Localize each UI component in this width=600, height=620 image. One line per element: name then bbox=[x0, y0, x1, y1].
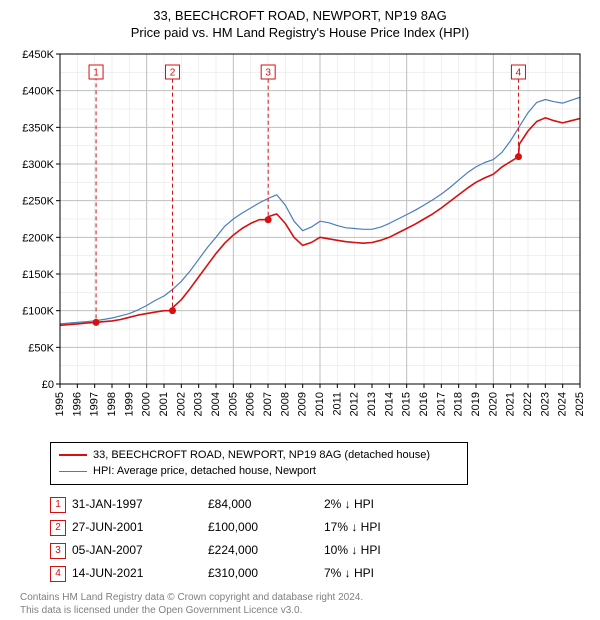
footer-line1: Contains HM Land Registry data © Crown c… bbox=[20, 591, 580, 604]
svg-text:2000: 2000 bbox=[141, 392, 153, 416]
svg-text:£350K: £350K bbox=[22, 122, 54, 134]
legend-label: 33, BEECHCROFT ROAD, NEWPORT, NP19 8AG (… bbox=[93, 447, 430, 464]
sale-price: £84,000 bbox=[208, 493, 324, 516]
sale-marker-icon: 3 bbox=[50, 543, 66, 559]
svg-text:2006: 2006 bbox=[245, 392, 257, 416]
svg-text:2005: 2005 bbox=[227, 392, 239, 416]
svg-text:1999: 1999 bbox=[123, 392, 135, 416]
svg-text:1997: 1997 bbox=[89, 392, 101, 416]
svg-text:2013: 2013 bbox=[366, 392, 378, 416]
svg-text:2025: 2025 bbox=[574, 392, 586, 416]
svg-text:2019: 2019 bbox=[470, 392, 482, 416]
sale-marker-icon: 4 bbox=[50, 566, 66, 582]
svg-text:2007: 2007 bbox=[262, 392, 274, 416]
sales-table: 1 31-JAN-1997£84,0002% ↓ HPI 2 27-JUN-2001£… bbox=[50, 493, 430, 585]
svg-text:3: 3 bbox=[265, 67, 271, 78]
svg-text:£450K: £450K bbox=[22, 49, 54, 61]
svg-text:£100K: £100K bbox=[22, 305, 54, 317]
svg-text:2022: 2022 bbox=[522, 392, 534, 416]
page-root: 33, BEECHCROFT ROAD, NEWPORT, NP19 8AG P… bbox=[0, 0, 600, 620]
chart-title: 33, BEECHCROFT ROAD, NEWPORT, NP19 8AG bbox=[10, 8, 590, 25]
svg-text:2003: 2003 bbox=[193, 392, 205, 416]
svg-text:2010: 2010 bbox=[314, 392, 326, 416]
footer-attribution: Contains HM Land Registry data © Crown c… bbox=[20, 591, 580, 617]
svg-text:2017: 2017 bbox=[435, 392, 447, 416]
svg-text:£50K: £50K bbox=[28, 342, 54, 354]
svg-text:2024: 2024 bbox=[557, 392, 569, 416]
svg-text:£300K: £300K bbox=[22, 159, 54, 171]
svg-text:1998: 1998 bbox=[106, 392, 118, 416]
legend-swatch bbox=[59, 454, 87, 456]
svg-text:2004: 2004 bbox=[210, 392, 222, 416]
table-row: 4 14-JUN-2021£310,0007% ↓ HPI bbox=[50, 562, 430, 585]
footer-line2: This data is licensed under the Open Gov… bbox=[20, 604, 580, 617]
svg-text:2009: 2009 bbox=[297, 392, 309, 416]
chart-container: 1 2 3 4 £0 £50K £100K £150K £200K £250K £300K £350K… bbox=[10, 46, 590, 436]
sale-date: 14-JUN-2021 bbox=[72, 562, 208, 585]
svg-text:2011: 2011 bbox=[331, 392, 343, 416]
svg-text:2012: 2012 bbox=[349, 392, 361, 416]
legend-label: HPI: Average price, detached house, Newp… bbox=[93, 463, 316, 480]
svg-text:2002: 2002 bbox=[175, 392, 187, 416]
table-row: 3 05-JAN-2007£224,00010% ↓ HPI bbox=[50, 539, 430, 562]
sale-hpi-diff: 17% ↓ HPI bbox=[324, 516, 430, 539]
svg-text:2020: 2020 bbox=[487, 392, 499, 416]
svg-text:£150K: £150K bbox=[22, 269, 54, 281]
svg-text:2021: 2021 bbox=[505, 392, 517, 416]
legend-swatch bbox=[59, 471, 87, 472]
svg-text:2: 2 bbox=[170, 67, 176, 78]
table-row: 1 31-JAN-1997£84,0002% ↓ HPI bbox=[50, 493, 430, 516]
legend-item: 33, BEECHCROFT ROAD, NEWPORT, NP19 8AG (… bbox=[59, 447, 459, 464]
svg-text:2016: 2016 bbox=[418, 392, 430, 416]
svg-text:2015: 2015 bbox=[401, 392, 413, 416]
svg-text:£0: £0 bbox=[42, 379, 54, 391]
sale-marker-icon: 1 bbox=[50, 497, 66, 513]
legend-item: HPI: Average price, detached house, Newp… bbox=[59, 463, 459, 480]
svg-text:1996: 1996 bbox=[71, 392, 83, 416]
svg-text:2014: 2014 bbox=[383, 392, 395, 416]
legend-box: 33, BEECHCROFT ROAD, NEWPORT, NP19 8AG (… bbox=[50, 442, 468, 485]
svg-text:1: 1 bbox=[93, 67, 99, 78]
svg-text:2008: 2008 bbox=[279, 392, 291, 416]
sale-hpi-diff: 10% ↓ HPI bbox=[324, 539, 430, 562]
sale-price: £310,000 bbox=[208, 562, 324, 585]
sale-date: 27-JUN-2001 bbox=[72, 516, 208, 539]
svg-text:2023: 2023 bbox=[539, 392, 551, 416]
svg-text:2001: 2001 bbox=[158, 392, 170, 416]
svg-text:£400K: £400K bbox=[22, 85, 54, 97]
sale-date: 31-JAN-1997 bbox=[72, 493, 208, 516]
sale-hpi-diff: 2% ↓ HPI bbox=[324, 493, 430, 516]
price-chart-svg: 1 2 3 4 £0 £50K £100K £150K £200K £250K £300K £350K… bbox=[10, 46, 590, 436]
sale-hpi-diff: 7% ↓ HPI bbox=[324, 562, 430, 585]
svg-text:£250K: £250K bbox=[22, 195, 54, 207]
sale-price: £100,000 bbox=[208, 516, 324, 539]
svg-text:£200K: £200K bbox=[22, 232, 54, 244]
svg-text:2018: 2018 bbox=[453, 392, 465, 416]
sale-date: 05-JAN-2007 bbox=[72, 539, 208, 562]
chart-subtitle: Price paid vs. HM Land Registry's House … bbox=[10, 25, 590, 42]
svg-text:4: 4 bbox=[516, 67, 522, 78]
sale-price: £224,000 bbox=[208, 539, 324, 562]
svg-text:1995: 1995 bbox=[54, 392, 66, 416]
sale-marker-icon: 2 bbox=[50, 520, 66, 536]
table-row: 2 27-JUN-2001£100,00017% ↓ HPI bbox=[50, 516, 430, 539]
